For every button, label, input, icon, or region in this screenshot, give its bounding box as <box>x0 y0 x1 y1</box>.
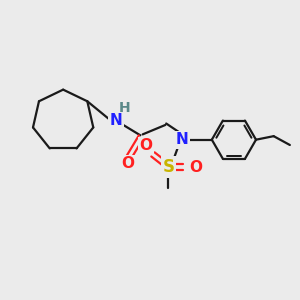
Text: S: S <box>162 158 174 176</box>
Text: O: O <box>139 138 152 153</box>
Text: H: H <box>119 101 131 115</box>
Text: O: O <box>189 160 202 175</box>
Text: N: N <box>176 132 189 147</box>
Text: N: N <box>110 113 122 128</box>
Text: O: O <box>121 156 134 171</box>
